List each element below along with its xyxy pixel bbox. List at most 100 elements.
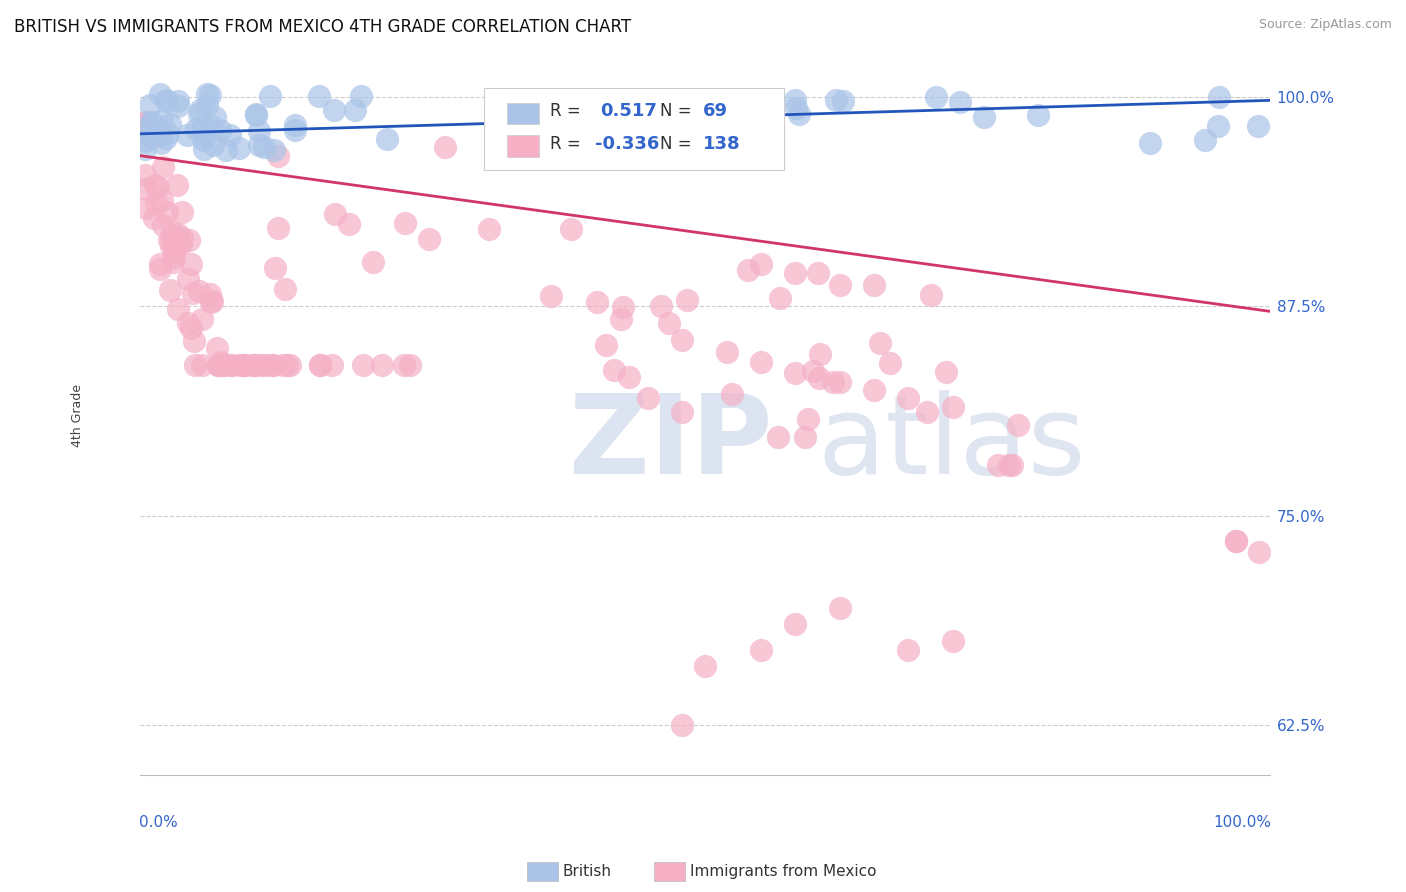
Point <box>149 87 172 102</box>
Point <box>392 358 415 372</box>
Point <box>250 358 273 372</box>
Point <box>262 358 284 372</box>
Point <box>696 136 718 150</box>
Point <box>148 179 170 194</box>
Point <box>134 134 156 148</box>
Point <box>150 127 173 141</box>
Point <box>942 400 965 414</box>
Point <box>193 130 215 145</box>
Point <box>152 219 174 233</box>
Point <box>155 93 177 107</box>
Point <box>231 358 253 372</box>
Point <box>749 354 772 368</box>
Point <box>160 229 183 244</box>
Point <box>278 358 301 372</box>
Point <box>693 659 716 673</box>
Point <box>214 358 236 372</box>
Point <box>176 128 198 142</box>
Point <box>284 123 307 137</box>
Text: 0.0%: 0.0% <box>139 814 177 830</box>
Point <box>191 358 214 372</box>
Point <box>769 291 792 305</box>
Y-axis label: 4th Grade: 4th Grade <box>72 384 84 447</box>
Point <box>271 358 294 372</box>
Text: Immigrants from Mexico: Immigrants from Mexico <box>690 864 877 879</box>
Point <box>897 392 920 406</box>
Point <box>276 358 298 372</box>
Point <box>245 106 267 120</box>
Point <box>160 225 183 239</box>
Point <box>612 301 634 315</box>
Point <box>166 301 188 316</box>
Point <box>637 392 659 406</box>
Point <box>135 181 157 195</box>
Point <box>801 364 824 378</box>
Point <box>139 130 162 145</box>
Point <box>208 122 231 136</box>
Point <box>785 93 807 107</box>
Point <box>658 317 681 331</box>
Point <box>830 600 852 615</box>
Point <box>166 227 188 242</box>
Point <box>1225 533 1247 548</box>
Point <box>1001 458 1024 473</box>
Point <box>821 376 844 390</box>
Text: 138: 138 <box>703 135 740 153</box>
Point <box>766 430 789 444</box>
Text: ZIP: ZIP <box>569 391 772 498</box>
Point <box>973 110 995 124</box>
Point <box>215 143 238 157</box>
Point <box>156 127 179 141</box>
Text: R =: R = <box>550 103 581 120</box>
Point <box>603 362 626 376</box>
Point <box>142 211 165 225</box>
Point <box>737 263 759 277</box>
Point <box>676 293 699 307</box>
Point <box>156 205 179 219</box>
Point <box>863 277 886 292</box>
Point <box>135 201 157 215</box>
Point <box>163 242 186 256</box>
Point <box>134 115 156 129</box>
Point <box>149 257 172 271</box>
Point <box>796 411 818 425</box>
Point <box>183 334 205 348</box>
Point <box>247 124 270 138</box>
Point <box>650 299 672 313</box>
Point <box>141 131 163 145</box>
Point <box>394 216 416 230</box>
Point <box>807 266 830 280</box>
Point <box>200 119 222 133</box>
Point <box>609 312 631 326</box>
Point <box>198 88 221 103</box>
Point <box>141 116 163 130</box>
Point <box>925 89 948 103</box>
Point <box>321 358 343 372</box>
Point <box>309 358 332 372</box>
Point <box>1007 418 1029 433</box>
Point <box>170 205 193 219</box>
Point <box>242 358 264 372</box>
Point <box>418 232 440 246</box>
Point <box>166 95 188 109</box>
Point <box>949 95 972 109</box>
Point <box>163 250 186 264</box>
Point <box>166 99 188 113</box>
Point <box>177 272 200 286</box>
Point <box>138 98 160 112</box>
Point <box>159 117 181 131</box>
Point <box>233 358 256 372</box>
Point <box>617 370 640 384</box>
Point <box>245 358 267 372</box>
Point <box>254 358 277 372</box>
Point <box>156 94 179 108</box>
Point <box>785 617 807 632</box>
Point <box>180 257 202 271</box>
Point <box>212 358 235 372</box>
Point <box>245 107 267 121</box>
FancyBboxPatch shape <box>508 103 538 124</box>
Point <box>375 132 398 146</box>
Point <box>666 130 689 145</box>
Point <box>170 231 193 245</box>
Point <box>920 287 942 301</box>
